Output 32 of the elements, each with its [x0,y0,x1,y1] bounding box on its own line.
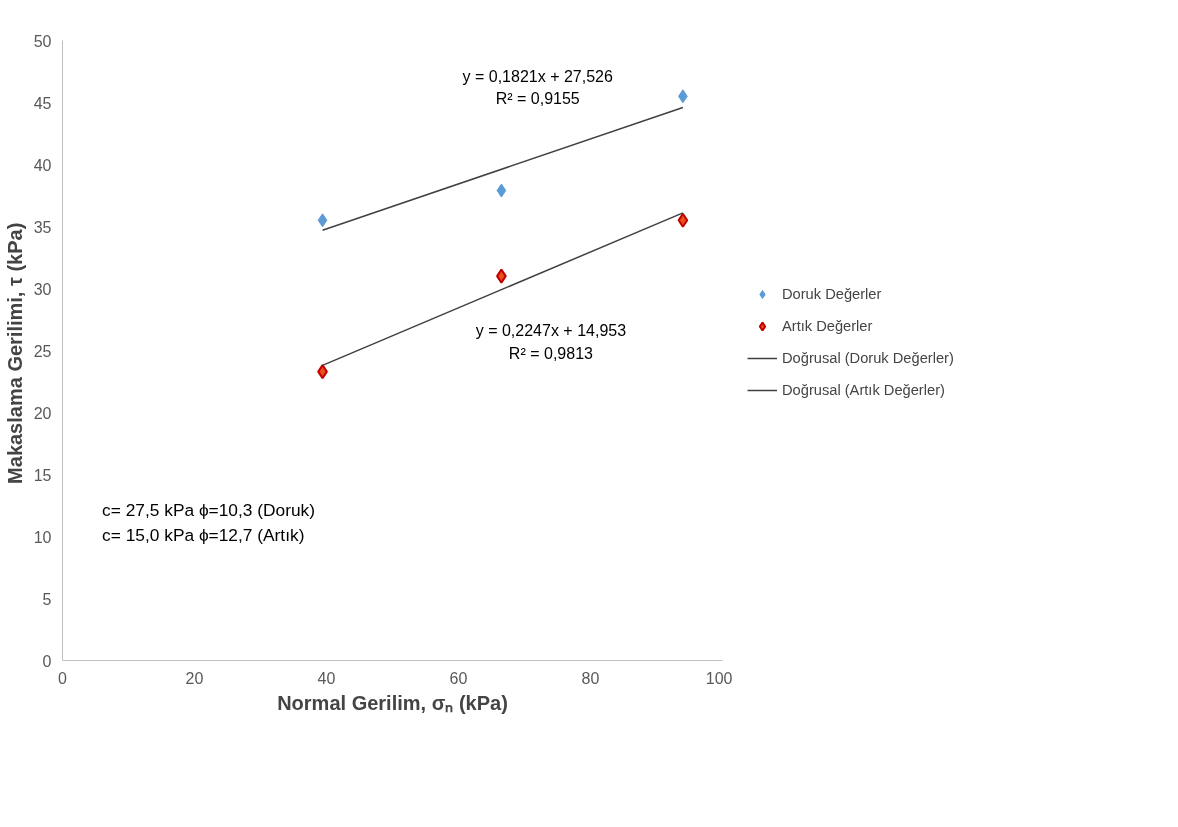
annotation: c= 27,5 kPa ϕ=10,3 (Doruk) [102,500,316,521]
x-tick-label: 60 [449,669,468,687]
y-tick-label: 50 [33,32,52,50]
legend-label: Doruk Değerler [782,286,882,302]
y-tick-label: 15 [33,466,52,484]
y-tick-label: 10 [33,528,52,546]
y-tick-label: 20 [33,404,52,422]
y-tick-label: 35 [33,218,52,236]
y-tick-label: 40 [33,156,52,174]
y-tick-label: 25 [33,342,52,360]
point [677,212,689,228]
x-tick-label: 40 [317,669,336,687]
annotation: R² = 0,9813 [508,344,594,362]
point [317,213,328,228]
y-tick-label: 45 [33,94,52,112]
x-tick-label: 20 [185,669,204,687]
x-tick-label: 0 [58,669,68,687]
point [496,183,507,198]
y-tick-label: 30 [33,280,52,298]
legend-label: Doğrusal (Doruk Değerler) [782,350,954,366]
legend-label: Artık Değerler [782,318,873,334]
y-axis-title: Makaslama Gerilimi, τ (kPa) [3,222,26,484]
y-tick-label: 5 [42,590,52,608]
annotation: y = 0,2247x + 14,953 [475,322,627,340]
annotation: y = 0,1821x + 27,526 [462,68,613,86]
legend-label: Doğrusal (Artık Değerler) [782,382,945,398]
x-tick-label: 100 [705,669,733,687]
annotation: R² = 0,9155 [495,90,580,108]
y-tick-label: 0 [42,652,52,670]
x-tick-label: 80 [581,669,600,687]
x-axis-title: Normal Gerilim, σₙ (kPa) [277,691,508,714]
annotation: c= 15,0 kPa ϕ=12,7 (Artık) [102,525,305,546]
